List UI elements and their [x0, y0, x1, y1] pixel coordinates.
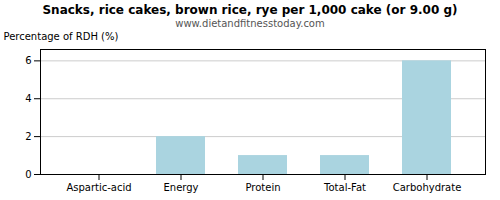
svg-text:Total-Fat: Total-Fat — [323, 182, 366, 193]
svg-text:Percentage of RDH (%): Percentage of RDH (%) — [4, 31, 119, 42]
html-text:Snacks, rice cakes, brown rice: Snacks, rice cakes, brown rice, rye per … — [42, 3, 458, 17]
svg-text:0: 0 — [25, 169, 31, 180]
svg-text:2: 2 — [25, 131, 31, 142]
svg-text:Aspartic-acid: Aspartic-acid — [66, 182, 131, 193]
svg-text:4: 4 — [25, 93, 31, 104]
svg-text:Carbohydrate: Carbohydrate — [393, 182, 462, 193]
svg-text:Protein: Protein — [245, 182, 280, 193]
svg-text:6: 6 — [25, 55, 31, 66]
svg-text:Energy: Energy — [163, 182, 198, 193]
html-text:www.dietandfitnesstoday.com: www.dietandfitnesstoday.com — [175, 18, 325, 29]
